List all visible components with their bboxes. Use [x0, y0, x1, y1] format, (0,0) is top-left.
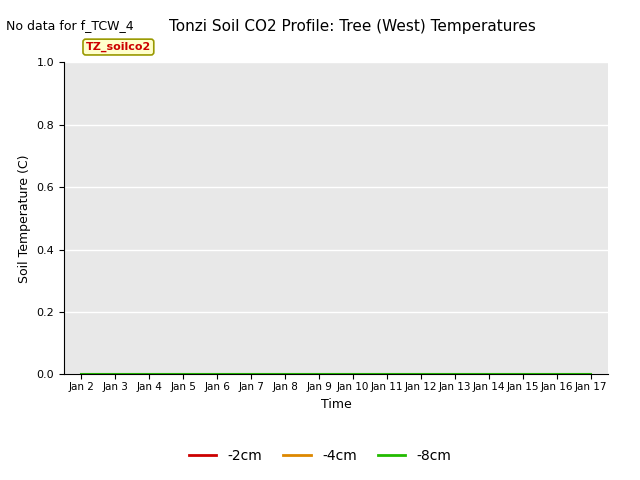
- Text: TZ_soilco2: TZ_soilco2: [86, 42, 151, 52]
- Text: Tonzi Soil CO2 Profile: Tree (West) Temperatures: Tonzi Soil CO2 Profile: Tree (West) Temp…: [168, 19, 536, 34]
- Legend: -2cm, -4cm, -8cm: -2cm, -4cm, -8cm: [183, 443, 457, 468]
- Text: No data for f_TCW_4: No data for f_TCW_4: [6, 19, 134, 32]
- Y-axis label: Soil Temperature (C): Soil Temperature (C): [18, 154, 31, 283]
- X-axis label: Time: Time: [321, 397, 351, 410]
